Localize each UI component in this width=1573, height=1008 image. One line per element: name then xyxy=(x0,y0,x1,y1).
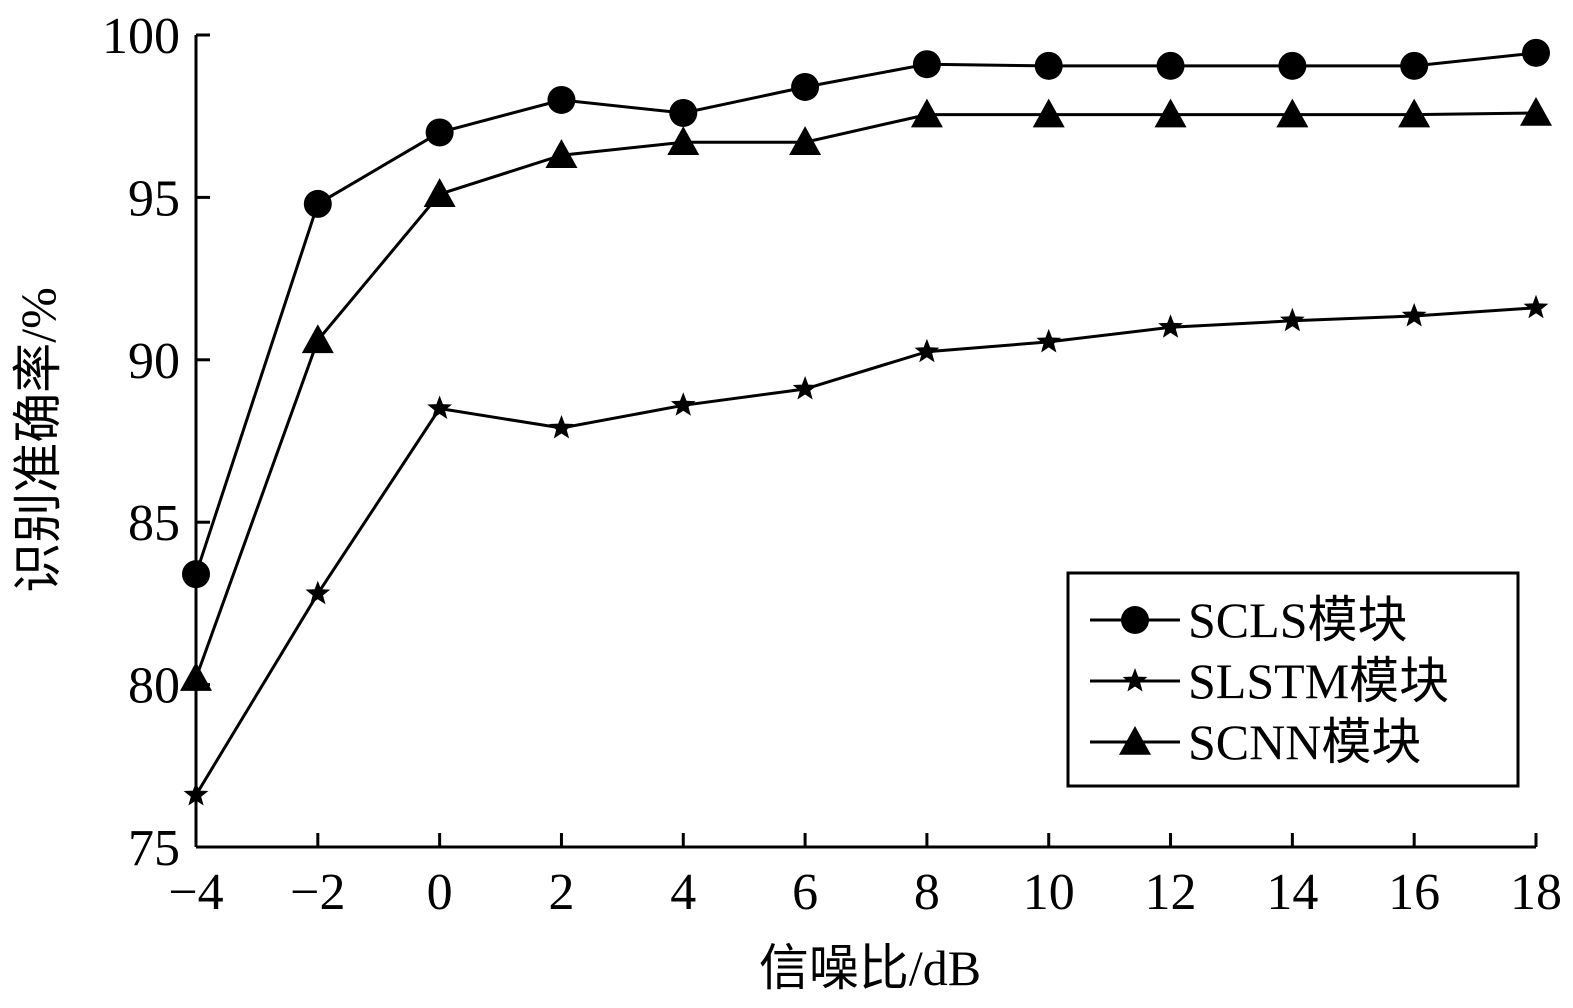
y-tick-label: 100 xyxy=(102,8,180,65)
star-marker xyxy=(427,395,452,419)
y-tick-label: 80 xyxy=(128,658,180,715)
circle-marker xyxy=(1400,51,1429,80)
triangle-marker xyxy=(545,139,578,168)
legend-label: SCLS模块 xyxy=(1188,592,1408,648)
series-line xyxy=(194,51,1537,575)
circle-marker xyxy=(425,118,454,147)
y-tick-label: 75 xyxy=(128,820,180,877)
star-marker xyxy=(549,415,574,439)
x-tick-label: 6 xyxy=(792,864,818,921)
y-tick-label: 85 xyxy=(128,495,180,552)
x-tick-label: 10 xyxy=(1023,864,1075,921)
circle-marker xyxy=(1278,51,1307,80)
star-marker xyxy=(914,338,940,363)
circle-marker xyxy=(1121,606,1149,634)
y-tick-label: 90 xyxy=(128,333,180,390)
triangle-marker xyxy=(667,126,700,155)
x-tick-label: −2 xyxy=(290,864,345,921)
y-axis-title: 识别准确率/% xyxy=(10,287,66,593)
triangle-marker xyxy=(180,662,212,691)
star-marker xyxy=(305,580,331,605)
triangle-marker xyxy=(301,324,334,354)
star-marker xyxy=(183,782,209,806)
triangle-marker xyxy=(1032,98,1065,128)
triangle-marker xyxy=(1520,96,1552,126)
x-tick-label: 8 xyxy=(914,864,940,921)
series-circle xyxy=(182,38,1550,589)
triangle-marker xyxy=(789,126,822,155)
triangle-marker xyxy=(1154,98,1187,128)
triangle-marker xyxy=(910,98,943,128)
star-marker xyxy=(1122,668,1148,692)
star-marker xyxy=(792,376,818,400)
x-tick-label: 2 xyxy=(548,864,574,921)
y-tick-label: 95 xyxy=(128,170,180,227)
series-triangle xyxy=(180,96,1552,691)
star-marker xyxy=(1523,294,1549,319)
star-marker xyxy=(1401,303,1427,327)
star-marker xyxy=(1280,307,1305,332)
circle-marker xyxy=(791,72,820,101)
legend-label: SLSTM模块 xyxy=(1188,653,1449,709)
y-axis-ticks: 75 80 85 90 95 100 xyxy=(102,8,210,877)
x-tick-label: 14 xyxy=(1266,864,1318,921)
circle-marker xyxy=(1156,51,1185,80)
x-axis-ticks: −4 −2 0 2 4 6 8 10 12 14 16 18 xyxy=(168,833,1562,921)
circle-marker xyxy=(1034,51,1063,80)
circle-marker xyxy=(303,189,332,218)
triangle-marker xyxy=(423,178,456,207)
x-tick-label: 18 xyxy=(1510,864,1562,921)
circle-marker xyxy=(912,50,941,79)
triangle-marker xyxy=(1276,98,1309,128)
axes xyxy=(194,35,1536,849)
circle-marker xyxy=(669,98,698,127)
triangle-marker xyxy=(1119,726,1151,755)
series-star xyxy=(183,294,1549,806)
circle-marker xyxy=(1522,38,1550,67)
x-tick-label: 12 xyxy=(1145,864,1197,921)
series-line xyxy=(194,306,1537,796)
circle-marker xyxy=(182,560,210,589)
triangle-marker xyxy=(1398,98,1431,128)
x-tick-label: 0 xyxy=(427,864,453,921)
x-tick-label: 4 xyxy=(670,864,696,921)
series-layer xyxy=(180,38,1552,806)
circle-marker xyxy=(547,85,576,114)
star-marker xyxy=(1036,328,1062,353)
star-marker xyxy=(670,392,696,416)
legend-label: SCNN模块 xyxy=(1188,714,1421,770)
x-axis-title: 信噪比/dB xyxy=(759,940,981,996)
series-line xyxy=(194,111,1537,679)
x-tick-label: 16 xyxy=(1388,864,1440,921)
x-tick-label: −4 xyxy=(168,864,223,921)
star-marker xyxy=(1158,314,1183,338)
